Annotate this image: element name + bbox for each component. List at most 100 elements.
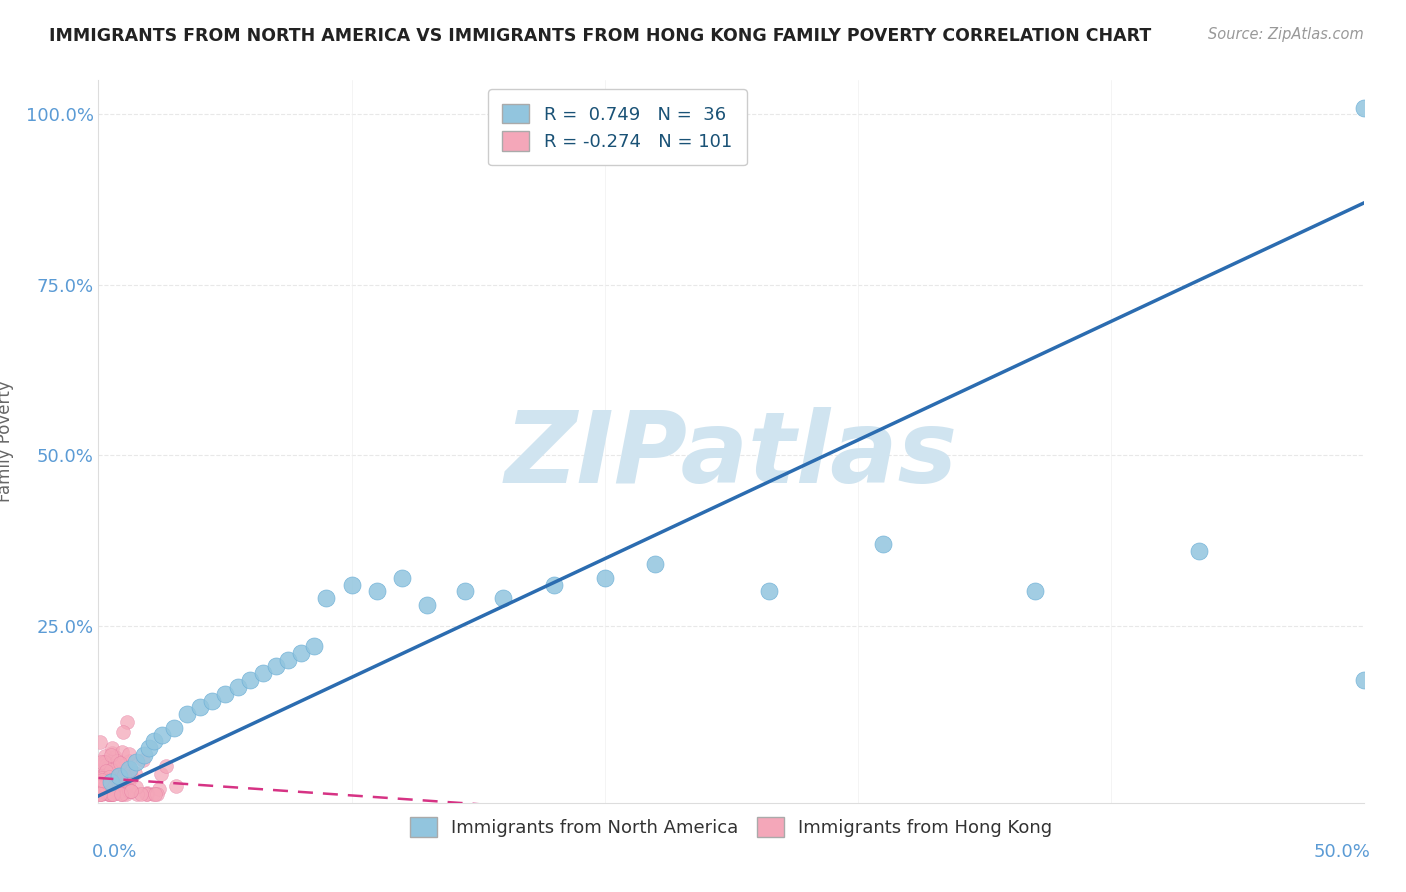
Point [136,787,159,801]
Point [416,598,439,612]
Legend: Immigrants from North America, Immigrants from Hong Kong: Immigrants from North America, Immigrant… [402,810,1060,845]
Point [100,787,122,801]
Point [98,787,121,801]
Point [103,787,125,801]
Point [125,780,148,794]
Point [87,777,110,791]
Point [98,773,121,788]
Point [111,787,134,801]
Point [131,753,153,767]
Point [101,741,124,756]
Y-axis label: Family Poverty: Family Poverty [0,381,14,502]
Point [98,767,121,781]
Point [100,787,122,801]
Point [98,761,121,775]
Point [89,787,111,801]
Point [100,775,122,789]
Point [252,666,274,681]
Point [97,784,120,798]
Point [89,780,111,795]
Point [98,787,121,801]
Point [114,764,136,779]
Point [101,787,124,801]
Point [89,780,111,794]
Point [277,653,299,667]
Point [758,584,780,599]
Point [142,787,165,801]
Point [89,735,111,749]
Point [111,745,134,759]
Point [118,754,141,768]
Text: 0.0%: 0.0% [93,843,138,861]
Point [89,767,111,781]
Point [315,591,337,606]
Point [115,787,138,801]
Point [201,693,224,707]
Point [150,728,173,742]
Point [101,767,124,781]
Point [103,756,125,770]
Point [97,787,120,801]
Point [100,772,122,787]
Point [96,780,118,794]
Point [100,761,122,775]
Point [391,571,413,585]
Point [1188,543,1211,558]
Point [90,772,112,787]
Point [290,646,312,660]
Point [107,768,129,782]
Point [118,762,141,776]
Point [117,783,139,797]
Point [644,558,666,572]
Point [94,775,117,789]
Point [100,787,122,801]
Point [132,748,155,763]
Point [103,759,125,773]
Point [129,787,152,801]
Text: IMMIGRANTS FROM NORTH AMERICA VS IMMIGRANTS FROM HONG KONG FAMILY POVERTY CORREL: IMMIGRANTS FROM NORTH AMERICA VS IMMIGRA… [49,27,1152,45]
Point [104,782,127,797]
Point [143,734,166,748]
Point [110,783,132,797]
Point [112,767,135,781]
Point [96,785,118,799]
Point [100,768,122,782]
Point [107,785,129,799]
Point [124,766,146,780]
Point [163,721,186,735]
Point [94,779,117,793]
Point [176,707,198,722]
Point [148,782,170,797]
Point [100,783,122,797]
Point [226,680,249,694]
Point [90,773,112,788]
Point [114,779,136,793]
Point [105,754,128,768]
Point [89,787,111,801]
Point [103,780,125,794]
Point [96,772,118,787]
Point [340,577,363,591]
Point [214,687,236,701]
Point [120,784,142,798]
Point [91,787,114,801]
Point [108,756,131,771]
Point [93,777,115,791]
Point [143,787,166,801]
Point [138,741,160,756]
Point [264,659,287,673]
Point [302,639,325,653]
Point [150,767,173,781]
Point [94,749,117,764]
Point [103,749,125,764]
Point [108,774,131,789]
Point [93,756,115,770]
Point [120,771,142,785]
Point [100,787,122,801]
Point [110,787,132,801]
Text: 50.0%: 50.0% [1313,843,1369,861]
Text: Source: ZipAtlas.com: Source: ZipAtlas.com [1208,27,1364,42]
Point [543,577,565,591]
Text: ZIPatlas: ZIPatlas [505,408,957,505]
Point [98,770,121,784]
